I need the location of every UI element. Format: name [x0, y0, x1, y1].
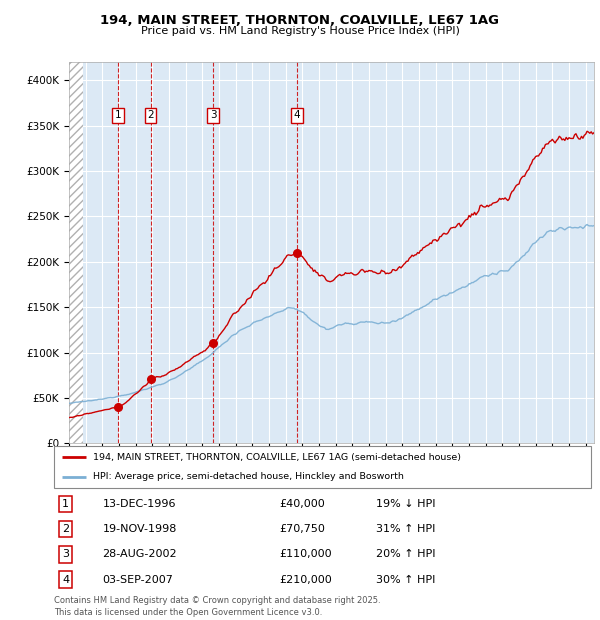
Text: 20% ↑ HPI: 20% ↑ HPI — [376, 549, 436, 559]
Text: 19% ↓ HPI: 19% ↓ HPI — [376, 499, 436, 509]
Text: 2: 2 — [62, 525, 70, 534]
Text: 3: 3 — [210, 110, 217, 120]
Text: 194, MAIN STREET, THORNTON, COALVILLE, LE67 1AG (semi-detached house): 194, MAIN STREET, THORNTON, COALVILLE, L… — [92, 453, 461, 462]
Text: £110,000: £110,000 — [280, 549, 332, 559]
Text: 19-NOV-1998: 19-NOV-1998 — [103, 525, 177, 534]
Text: 30% ↑ HPI: 30% ↑ HPI — [376, 575, 436, 585]
Text: 03-SEP-2007: 03-SEP-2007 — [103, 575, 173, 585]
Text: HPI: Average price, semi-detached house, Hinckley and Bosworth: HPI: Average price, semi-detached house,… — [92, 472, 404, 481]
Text: £70,750: £70,750 — [280, 525, 325, 534]
Text: Contains HM Land Registry data © Crown copyright and database right 2025.
This d: Contains HM Land Registry data © Crown c… — [54, 596, 380, 618]
Text: 1: 1 — [115, 110, 122, 120]
Text: 4: 4 — [62, 575, 70, 585]
Text: £210,000: £210,000 — [280, 575, 332, 585]
Text: 31% ↑ HPI: 31% ↑ HPI — [376, 525, 436, 534]
Text: 1: 1 — [62, 499, 70, 509]
Text: 2: 2 — [147, 110, 154, 120]
Bar — [69, 62, 83, 443]
Text: 28-AUG-2002: 28-AUG-2002 — [103, 549, 177, 559]
Text: 13-DEC-1996: 13-DEC-1996 — [103, 499, 176, 509]
Text: 194, MAIN STREET, THORNTON, COALVILLE, LE67 1AG: 194, MAIN STREET, THORNTON, COALVILLE, L… — [101, 14, 499, 27]
Text: £40,000: £40,000 — [280, 499, 325, 509]
Text: Price paid vs. HM Land Registry's House Price Index (HPI): Price paid vs. HM Land Registry's House … — [140, 26, 460, 36]
Text: 4: 4 — [293, 110, 300, 120]
Text: 3: 3 — [62, 549, 70, 559]
